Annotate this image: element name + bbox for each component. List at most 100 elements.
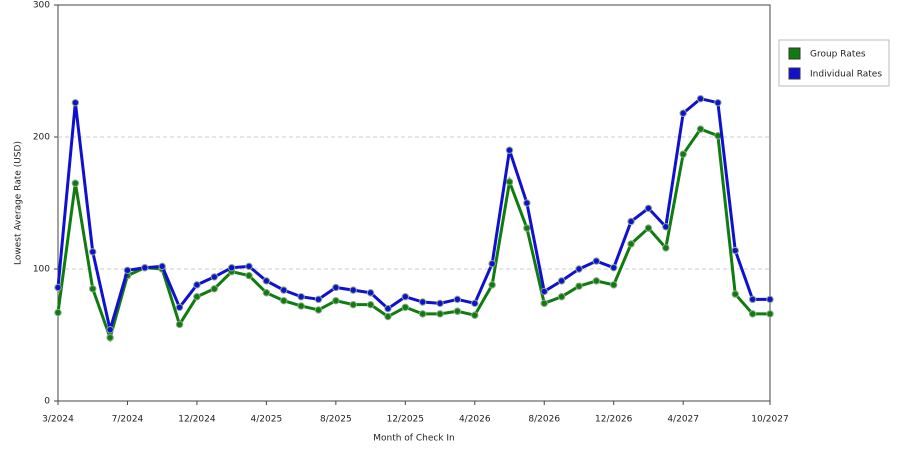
point (71, 179, 80, 187)
point (696, 125, 705, 133)
point (245, 262, 253, 271)
point (314, 295, 323, 304)
point (453, 295, 462, 304)
point (141, 263, 149, 272)
series-line (56, 127, 770, 343)
point (297, 293, 305, 301)
series-line (56, 97, 770, 331)
legend-swatch (788, 47, 801, 60)
y-axis-label: Lowest Average Rate (USD) (14, 141, 24, 265)
point (384, 312, 392, 321)
point (297, 302, 305, 310)
point (644, 204, 653, 212)
point (349, 286, 357, 294)
point (418, 310, 427, 318)
point (366, 289, 375, 297)
point (540, 287, 548, 296)
x-tick-label: 4/2025 (251, 415, 283, 425)
legend-swatch (788, 67, 801, 80)
point (349, 300, 357, 309)
point (523, 199, 531, 207)
point (557, 293, 566, 301)
point (696, 95, 705, 103)
point (592, 277, 601, 285)
x-tick-label: 4/2026 (459, 415, 491, 425)
point (175, 303, 184, 311)
point (280, 296, 288, 305)
point (106, 326, 114, 334)
x-tick-label: 10/2027 (751, 415, 788, 425)
point (523, 224, 531, 232)
point (627, 217, 635, 226)
plot-frame (57, 4, 771, 402)
legend-label: Group Rates (810, 50, 866, 60)
point (54, 283, 62, 292)
point (505, 178, 514, 186)
y-tick-label: 0 (44, 397, 50, 407)
x-tick-label: 8/2025 (320, 415, 352, 425)
point (193, 293, 201, 301)
y-tick-label: 200 (33, 133, 50, 143)
point (123, 266, 132, 275)
point (158, 262, 166, 271)
y-tick-label: 300 (33, 1, 50, 11)
point (262, 289, 271, 297)
point (106, 333, 114, 342)
point (71, 98, 80, 107)
point (505, 146, 514, 154)
point (557, 277, 566, 285)
point (748, 310, 757, 318)
point (488, 281, 496, 289)
x-tick-label: 12/2024 (178, 415, 216, 425)
point (401, 293, 410, 301)
x-tick-label: 12/2026 (595, 415, 633, 425)
x-tick-label: 4/2027 (667, 415, 699, 425)
point (401, 303, 410, 311)
point (731, 246, 739, 255)
point (175, 320, 184, 329)
x-tick-label: 12/2025 (387, 415, 424, 425)
point (262, 277, 271, 285)
point (766, 310, 774, 318)
point (89, 285, 97, 293)
x-tick-label: 8/2026 (528, 415, 560, 425)
point (453, 307, 462, 315)
point (471, 299, 479, 308)
point (332, 283, 340, 292)
point (662, 244, 670, 252)
point (575, 265, 583, 273)
point (314, 306, 323, 314)
point (89, 248, 97, 256)
point (714, 98, 722, 107)
point (610, 263, 618, 272)
point (575, 282, 583, 290)
point (245, 271, 253, 280)
point (436, 299, 444, 308)
point (610, 281, 618, 289)
point (731, 290, 739, 298)
point (679, 150, 687, 158)
point (679, 109, 687, 117)
point (540, 299, 548, 308)
legend-label: Individual Rates (810, 70, 882, 80)
point (471, 311, 479, 319)
point (366, 300, 375, 309)
point (332, 296, 340, 305)
point (644, 224, 653, 232)
point (662, 223, 670, 231)
point (54, 308, 62, 317)
point (592, 257, 601, 265)
point (193, 281, 201, 289)
point (418, 298, 427, 306)
point (210, 273, 218, 281)
point (766, 295, 774, 304)
point (280, 286, 288, 294)
point (384, 304, 392, 313)
x-tick-label: 7/2024 (112, 415, 144, 425)
point (748, 295, 757, 304)
x-axis-label: Month of Check In (373, 434, 455, 444)
point (627, 240, 635, 248)
x-tick-label: 3/2024 (42, 415, 74, 425)
